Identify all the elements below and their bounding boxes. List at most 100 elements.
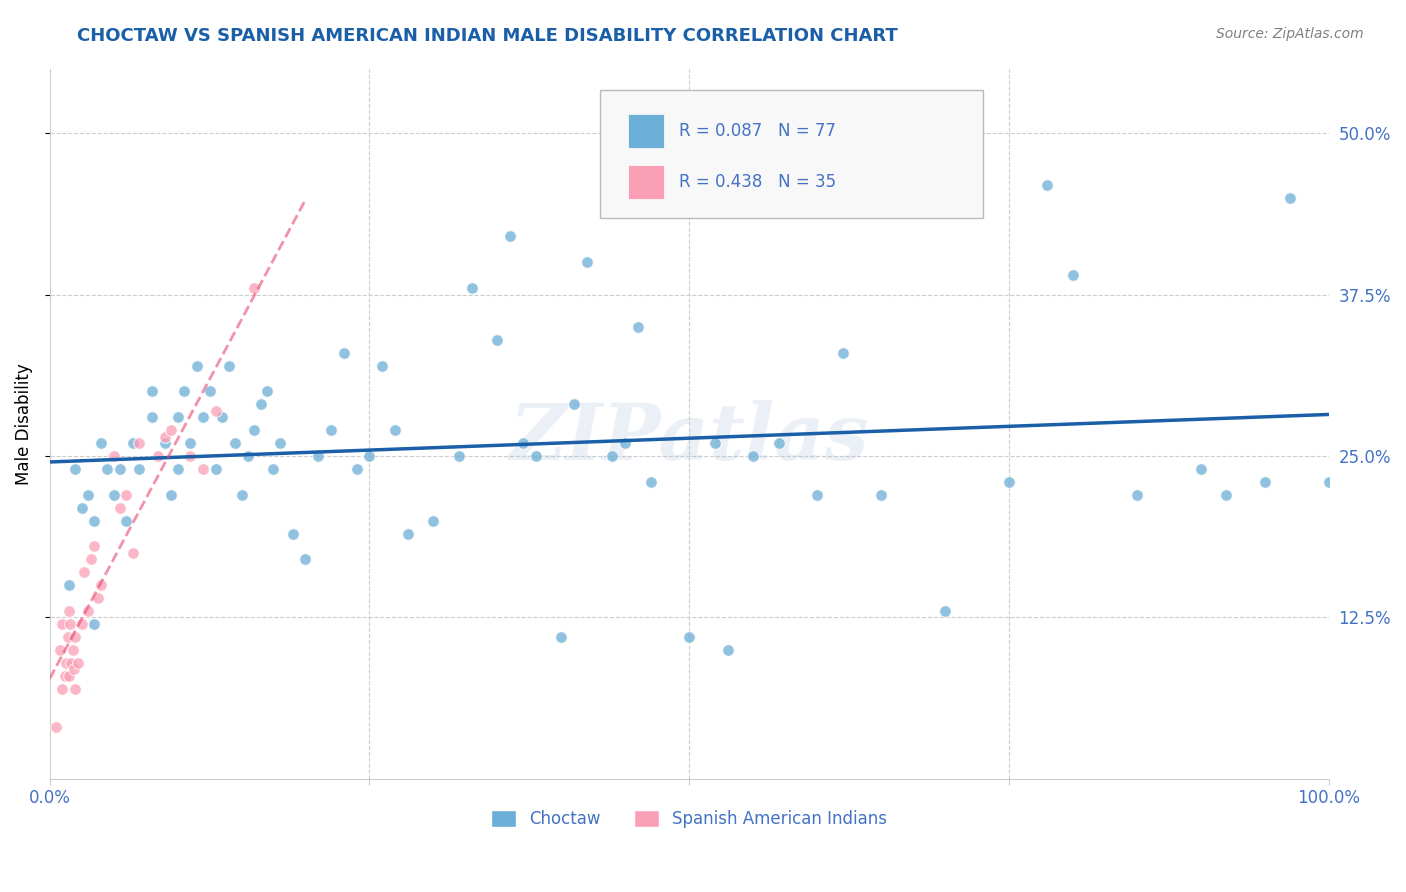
Point xyxy=(640,475,662,489)
Point xyxy=(179,449,201,463)
Point xyxy=(870,488,893,502)
Point xyxy=(198,384,221,399)
Point xyxy=(103,488,125,502)
Point xyxy=(103,449,125,463)
Point xyxy=(346,462,368,476)
Point xyxy=(1126,488,1149,502)
Point xyxy=(83,616,105,631)
Point xyxy=(153,436,176,450)
Point xyxy=(998,475,1021,489)
Point xyxy=(602,449,624,463)
Point xyxy=(575,255,598,269)
Point xyxy=(703,436,725,450)
Point xyxy=(186,359,208,373)
Point xyxy=(256,384,278,399)
Point xyxy=(83,514,105,528)
FancyBboxPatch shape xyxy=(599,90,983,218)
Point xyxy=(141,410,163,425)
Point xyxy=(205,404,228,418)
Bar xyxy=(627,165,664,199)
Point xyxy=(1036,178,1059,192)
Point xyxy=(160,488,183,502)
Point xyxy=(249,397,271,411)
Point xyxy=(1254,475,1277,489)
Text: CHOCTAW VS SPANISH AMERICAN INDIAN MALE DISABILITY CORRELATION CHART: CHOCTAW VS SPANISH AMERICAN INDIAN MALE … xyxy=(77,27,898,45)
Point xyxy=(236,449,259,463)
Point xyxy=(524,449,547,463)
Point xyxy=(49,642,72,657)
Point xyxy=(45,720,67,734)
Point xyxy=(108,462,131,476)
Point xyxy=(1317,475,1340,489)
Point xyxy=(224,436,246,450)
Point xyxy=(173,384,195,399)
Bar xyxy=(627,114,664,148)
Point xyxy=(231,488,253,502)
Point xyxy=(550,630,572,644)
Point xyxy=(614,436,637,450)
Point xyxy=(148,449,170,463)
Point xyxy=(1189,462,1212,476)
Point xyxy=(263,462,285,476)
Point xyxy=(77,488,100,502)
Point xyxy=(63,662,86,676)
Point xyxy=(160,423,183,437)
Point xyxy=(307,449,329,463)
Point xyxy=(121,546,143,560)
Point xyxy=(115,488,138,502)
Point xyxy=(191,462,214,476)
Point xyxy=(77,604,100,618)
Point xyxy=(70,500,93,515)
Point xyxy=(62,642,84,657)
Point xyxy=(243,281,266,295)
Point xyxy=(166,410,188,425)
Point xyxy=(281,526,304,541)
Point xyxy=(108,500,131,515)
Y-axis label: Male Disability: Male Disability xyxy=(15,363,32,484)
Point xyxy=(371,359,394,373)
Point xyxy=(65,630,87,644)
Point xyxy=(65,462,87,476)
Point xyxy=(96,462,118,476)
Legend: Choctaw, Spanish American Indians: Choctaw, Spanish American Indians xyxy=(484,803,894,835)
Point xyxy=(333,345,356,359)
Point xyxy=(141,384,163,399)
Point xyxy=(1215,488,1237,502)
Point xyxy=(90,578,112,592)
Point xyxy=(53,668,76,682)
Point xyxy=(65,681,87,696)
Text: ZIPatlas: ZIPatlas xyxy=(509,400,869,476)
Point xyxy=(447,449,470,463)
Point xyxy=(359,449,381,463)
Point xyxy=(83,540,105,554)
Point xyxy=(87,591,110,606)
Point xyxy=(179,436,201,450)
Point xyxy=(716,642,738,657)
Point xyxy=(166,462,188,476)
Point xyxy=(115,514,138,528)
Point xyxy=(56,630,79,644)
Point xyxy=(512,436,534,450)
Point xyxy=(128,436,150,450)
Point xyxy=(934,604,956,618)
Point xyxy=(58,604,80,618)
Point xyxy=(678,630,700,644)
Point xyxy=(59,616,82,631)
Point xyxy=(90,436,112,450)
Point xyxy=(768,436,790,450)
Point xyxy=(831,345,853,359)
Point xyxy=(486,333,509,347)
Point xyxy=(70,616,93,631)
Point xyxy=(742,449,765,463)
Point xyxy=(294,552,316,566)
Point xyxy=(121,436,143,450)
Point xyxy=(422,514,444,528)
Point xyxy=(79,552,101,566)
Point xyxy=(269,436,291,450)
Point xyxy=(66,656,89,670)
Point xyxy=(1279,191,1302,205)
Text: Source: ZipAtlas.com: Source: ZipAtlas.com xyxy=(1216,27,1364,41)
Point xyxy=(58,668,80,682)
Point xyxy=(218,359,240,373)
Point xyxy=(319,423,342,437)
